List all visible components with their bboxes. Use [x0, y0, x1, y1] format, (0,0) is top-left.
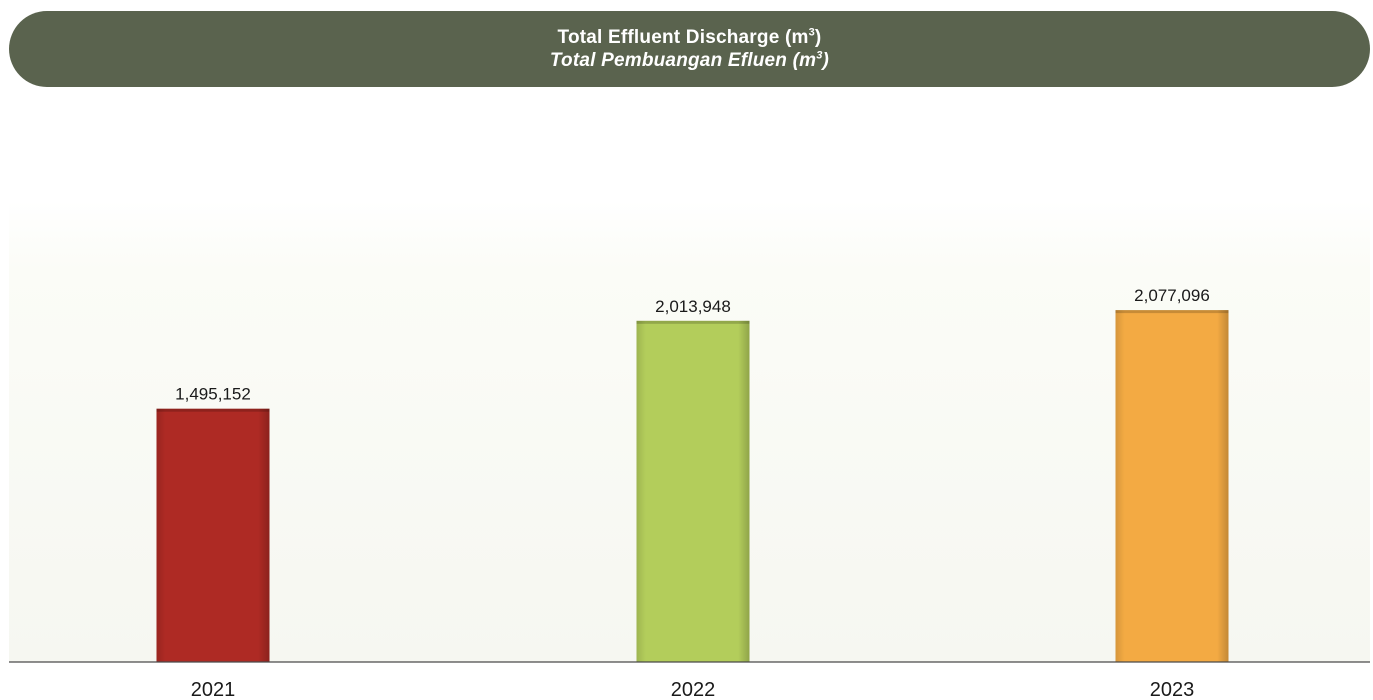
bar-top-edge-2022 — [636, 320, 750, 324]
chart-subtitle: Total Pembuangan Efluen (m3) — [549, 49, 830, 71]
x-tick-label-2023: 2023 — [1150, 679, 1195, 700]
chart-title: Total Effluent Discharge (m3) — [557, 26, 822, 48]
data-label-2023: 2,077,096 — [1134, 286, 1210, 305]
x-tick-label-2022: 2022 — [671, 679, 716, 700]
data-label-2021: 1,495,152 — [175, 385, 251, 404]
x-tick-label-2021: 2021 — [191, 679, 236, 700]
chart-title-banner: Total Effluent Discharge (m3) Total Pemb… — [9, 11, 1370, 87]
bar-top-edge-2021 — [156, 408, 270, 412]
bar-shading-2022 — [636, 320, 750, 662]
bar-top-edge-2023 — [1115, 310, 1229, 314]
bar-shading-2021 — [156, 408, 270, 662]
data-label-2022: 2,013,948 — [655, 297, 731, 316]
bar-shading-2023 — [1115, 310, 1229, 662]
